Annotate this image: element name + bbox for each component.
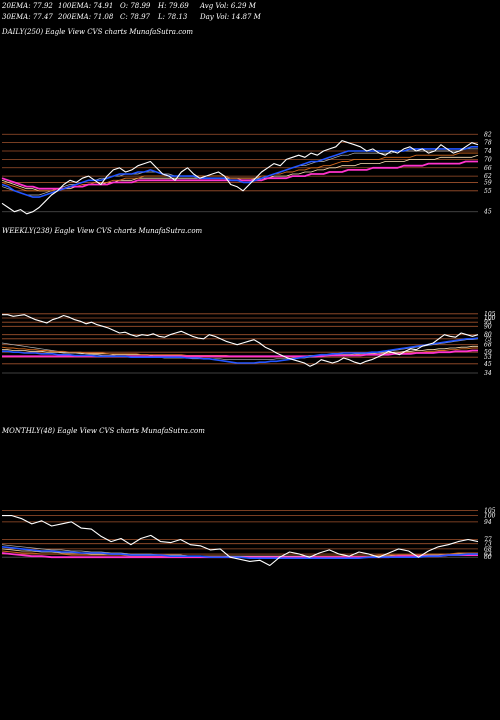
daily-tick-label: 55 [484, 188, 492, 195]
header-day-vol: Day Vol: 14.87 M [200, 13, 261, 21]
daily-tick-label: 62 [484, 173, 492, 180]
weekly-chart-label: WEEKLY(238) Eagle View CVS charts Munafa… [2, 227, 203, 235]
weekly-ema-gray-line [1, 338, 479, 361]
monthly-tick-label: 60 [484, 554, 492, 561]
daily-tick-label: 59 [484, 179, 492, 186]
monthly-ema-blue-line [1, 546, 478, 560]
header-low: L: 78.13 [158, 13, 188, 21]
header-high: H: 79.69 [158, 2, 189, 10]
weekly-tick-label: 95 [484, 319, 492, 326]
weekly-tick-label: 34 [484, 370, 492, 377]
daily-tick-label: 66 [484, 165, 492, 172]
daily-tick-label: 45 [483, 209, 492, 216]
daily-ema-blue-line [1, 146, 478, 198]
weekly-tick-label: 80 [484, 332, 492, 339]
weekly-tick-label: 45 [483, 361, 492, 368]
monthly-tick-label: 63 [484, 551, 492, 558]
daily-tick-label: 78 [484, 140, 492, 147]
monthly-price-line [2, 515, 479, 567]
header-open: O: 78.99 [120, 2, 151, 10]
daily-ema-pink-line [1, 160, 478, 190]
weekly-ema-blue-line [2, 337, 479, 364]
monthly-tick-label: 105 [484, 507, 496, 514]
daily-price-line [1, 140, 479, 215]
monthly-tick-label: 100 [484, 513, 496, 520]
monthly-chart-label: MONTHLY(48) Eagle View CVS charts Munafa… [2, 427, 205, 435]
weekly-tick-label: 100 [484, 315, 496, 322]
header-close: C: 78.97 [120, 13, 150, 21]
daily-tick-label: 82 [484, 131, 492, 138]
header-ema200: 200EMA: 71.08 [58, 13, 114, 21]
weekly-tick-label: 105 [484, 311, 496, 318]
header-avg-vol: Avg Vol: 6.29 M [200, 2, 256, 10]
daily-ema-orange-line [1, 152, 478, 192]
weekly-price-line [2, 314, 479, 367]
monthly-tick-label: 73 [484, 541, 492, 548]
weekly-tick-label: 53 [484, 354, 492, 361]
weekly-tick-label: 59 [484, 349, 492, 356]
header-ema100: 100EMA: 74.91 [58, 2, 114, 10]
weekly-tick-label: 68 [484, 342, 492, 349]
header-ema20: 20EMA: 77.92 [2, 2, 53, 10]
daily-chart-label: DAILY(250) Eagle View CVS charts MunafaS… [2, 28, 193, 36]
daily-tick-label: 74 [484, 148, 492, 155]
header-ema30: 30EMA: 77.47 [2, 13, 53, 21]
weekly-tick-label: 90 [484, 323, 492, 330]
weekly-tick-label: 75 [484, 336, 492, 343]
monthly-tick-label: 94 [484, 519, 492, 526]
monthly-tick-label: 68 [484, 546, 492, 553]
daily-tick-label: 70 [484, 156, 492, 163]
monthly-tick-label: 77 [484, 537, 492, 544]
